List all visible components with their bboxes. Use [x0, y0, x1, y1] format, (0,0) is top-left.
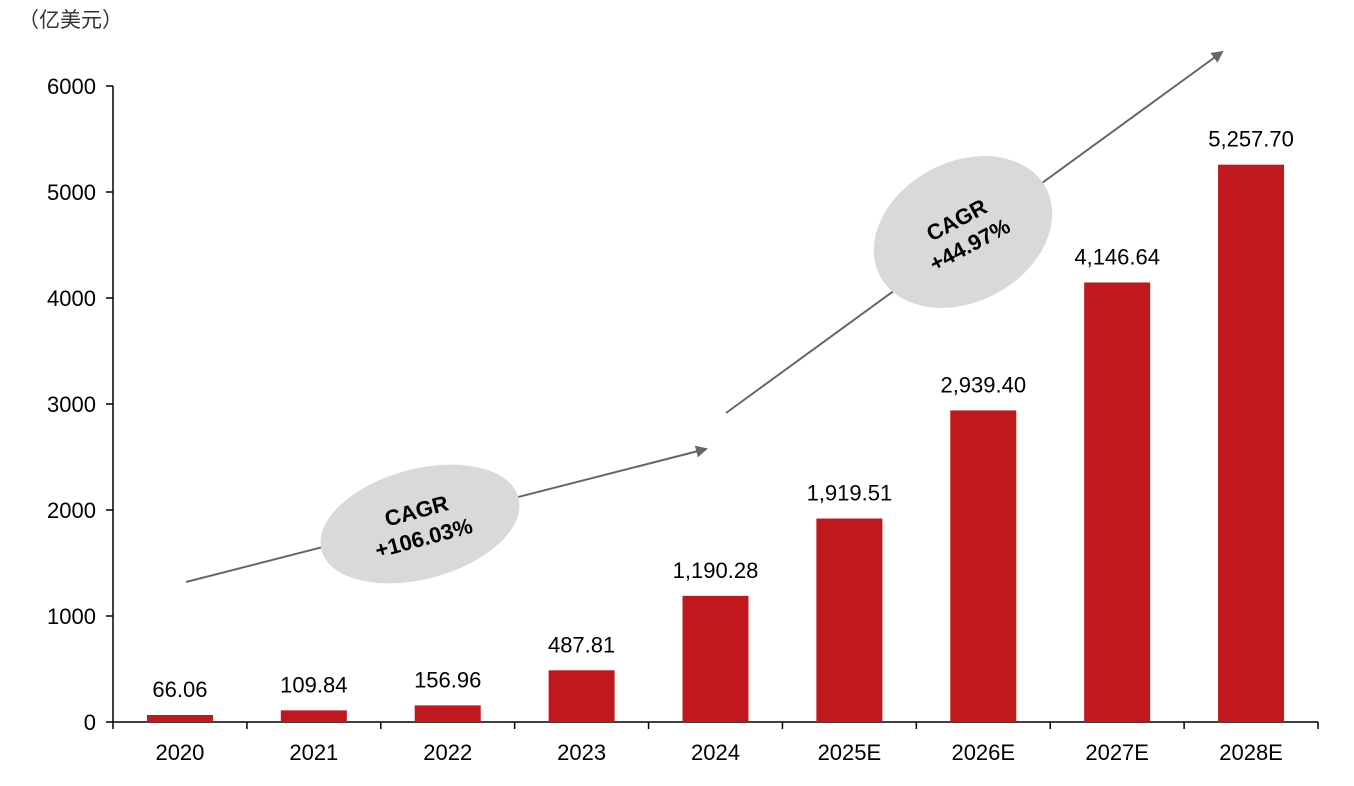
y-tick-label: 0 [84, 710, 96, 735]
data-labels: 66.06 2020 109.84 2021 156.96 2022 487.81 2023 1… [152, 127, 1293, 765]
cagr-annotation-1: CAGR +106.03% [320, 464, 520, 584]
y-tick-label: 6000 [47, 74, 96, 99]
bar-value-label: 4,146.64 [1074, 244, 1160, 269]
y-tick-label: 3000 [47, 392, 96, 417]
bar [146, 714, 213, 722]
x-tick-label: 2026E [951, 740, 1015, 765]
y-tick-label: 5000 [47, 180, 96, 205]
bar [1084, 282, 1151, 722]
bar [1218, 164, 1285, 722]
bar [682, 595, 749, 722]
bar-value-label: 1,919.51 [807, 481, 893, 506]
y-tick-label: 4000 [47, 286, 96, 311]
bar-value-label: 156.96 [414, 667, 481, 692]
bar [414, 705, 481, 722]
bar [816, 518, 883, 722]
x-tick-label: 2024 [691, 740, 740, 765]
x-tick-label: 2022 [423, 740, 472, 765]
bars [146, 164, 1285, 722]
x-tick-label: 2027E [1085, 740, 1149, 765]
bar-value-label: 487.81 [548, 632, 615, 657]
y-tick-label: 1000 [47, 604, 96, 629]
y-tick-label: 2000 [47, 498, 96, 523]
x-tick-label: 2028E [1219, 740, 1283, 765]
bar-value-label: 1,190.28 [673, 558, 759, 583]
bar-value-label: 66.06 [152, 677, 207, 702]
bar-value-label: 109.84 [280, 672, 347, 697]
x-tick-label: 2025E [818, 740, 882, 765]
x-tick-label: 2021 [289, 740, 338, 765]
bar [280, 710, 347, 722]
x-tick-label: 2020 [155, 740, 204, 765]
y-axis-unit-label: （亿美元） [18, 8, 123, 32]
cagr-annotation-2: CAGR +44.97% [873, 156, 1053, 308]
bar [548, 670, 615, 722]
bar-value-label: 2,939.40 [940, 372, 1026, 397]
x-tick-label: 2023 [557, 740, 606, 765]
bar [950, 410, 1017, 722]
bar-value-label: 5,257.70 [1208, 127, 1294, 152]
